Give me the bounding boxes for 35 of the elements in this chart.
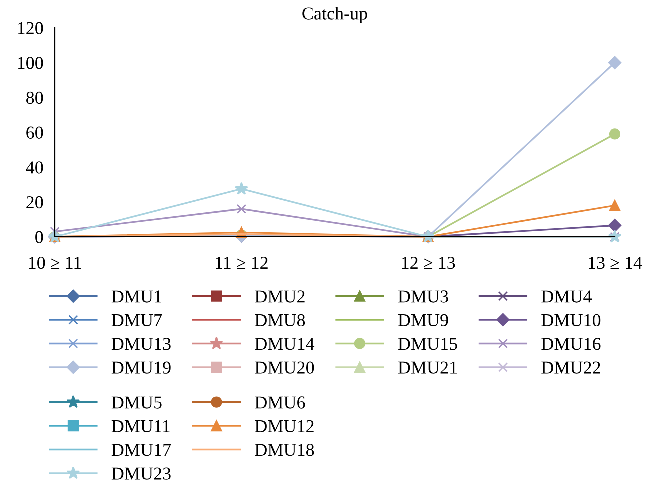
legend-label: DMU8	[255, 314, 306, 327]
legend-label: DMU13	[112, 338, 171, 350]
legend-label: DMU12	[255, 420, 314, 433]
legend-label: DMU21	[398, 362, 457, 374]
legend-label: DMU7	[112, 314, 162, 327]
x-tick-label: 13 ≥ 14	[589, 257, 642, 270]
y-tick-label: 120	[18, 22, 44, 34]
legend-label: DMU15	[398, 338, 458, 350]
legend-label: DMU19	[112, 362, 171, 374]
legend-label: DMU23	[112, 468, 171, 480]
legend-label: DMU6	[255, 396, 306, 409]
x-tick-label: 12 ≥ 13	[402, 257, 456, 270]
y-tick-label: 0	[36, 231, 44, 244]
legend-label: DMU3	[398, 290, 448, 303]
y-tick-label: 40	[26, 162, 44, 174]
chart-title: Catch-up	[302, 7, 368, 24]
legend-label: DMU22	[542, 362, 600, 374]
legend-label: DMU4	[542, 290, 592, 303]
x-tick-label: 11 ≥ 12	[216, 257, 268, 269]
legend-label: DMU9	[398, 314, 448, 327]
x-tick-label: 10 ≥ 11	[29, 256, 82, 270]
legend-label: DMU16	[542, 338, 601, 350]
legend-label: DMU14	[255, 338, 315, 350]
legend-label: DMU18	[255, 444, 314, 456]
y-tick-label: 20	[26, 196, 44, 209]
y-tick-label: 60	[26, 126, 44, 139]
legend-label: DMU5	[112, 396, 162, 409]
legend-label: DMU11	[112, 420, 170, 433]
legend-label: DMU2	[255, 290, 305, 303]
y-tick-label: 80	[26, 92, 44, 104]
legend-label: DMU10	[542, 314, 601, 327]
legend-label: DMU17	[112, 444, 172, 456]
y-tick-label: 100	[18, 57, 44, 70]
legend-label: DMU20	[255, 362, 314, 374]
legend-label: DMU1	[112, 290, 162, 303]
